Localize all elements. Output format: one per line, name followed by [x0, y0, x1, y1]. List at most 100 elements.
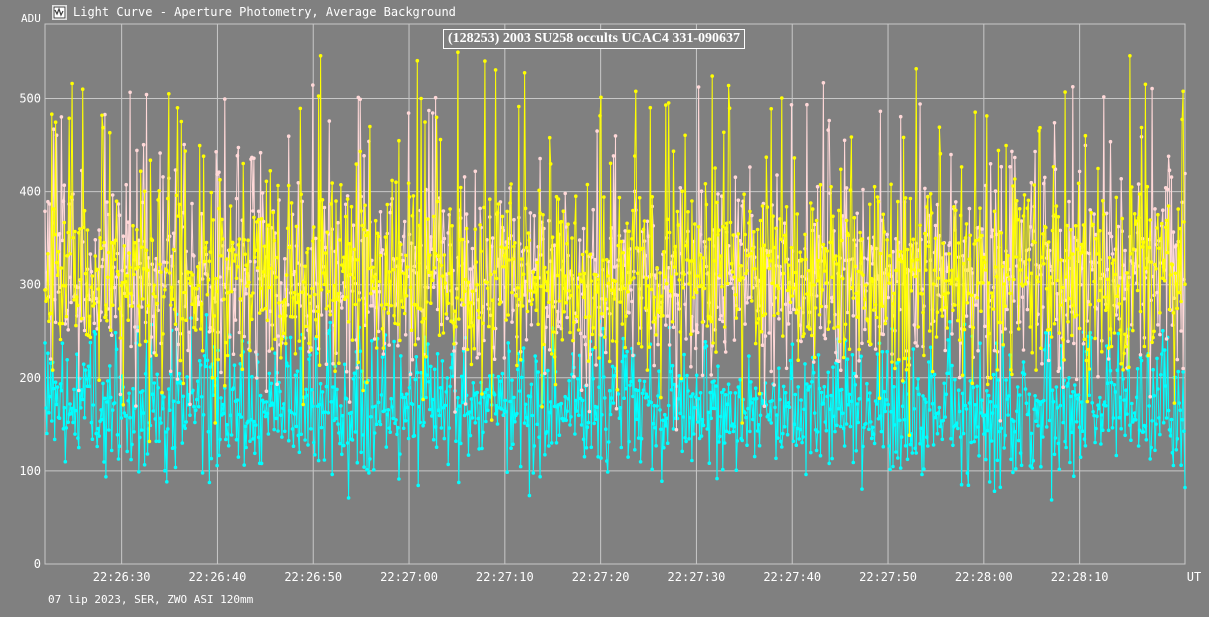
data-point-yellow [834, 254, 838, 258]
data-point-cyan [646, 403, 651, 407]
data-point-yellow [543, 265, 547, 270]
data-point-cyan [888, 467, 892, 472]
data-point-yellow [913, 274, 917, 279]
data-point-cyan [276, 429, 280, 433]
data-point-yellow [67, 116, 71, 121]
data-point-cyan [889, 409, 893, 414]
data-point-pink [583, 342, 588, 347]
data-point-pink [248, 259, 252, 264]
data-point-cyan [1067, 376, 1071, 380]
data-point-yellow [1035, 275, 1039, 279]
data-point-pink [1088, 208, 1092, 212]
data-point-yellow [917, 268, 921, 273]
data-point-cyan [385, 412, 390, 417]
data-point-cyan [102, 460, 106, 464]
data-point-yellow [307, 341, 311, 346]
data-point-pink [1106, 357, 1111, 361]
data-point-cyan [644, 392, 649, 397]
data-point-cyan [700, 417, 705, 422]
data-point-yellow [885, 238, 889, 242]
data-point-yellow [247, 280, 251, 285]
data-point-yellow [649, 287, 654, 292]
data-point-pink [214, 150, 218, 154]
data-point-yellow [351, 276, 356, 280]
data-point-cyan [1182, 429, 1186, 434]
data-point-yellow [926, 195, 930, 199]
data-point-yellow [350, 338, 355, 342]
data-point-cyan [1124, 388, 1128, 393]
data-point-cyan [1099, 442, 1103, 446]
data-point-yellow [1030, 350, 1034, 355]
data-point-yellow [738, 278, 742, 283]
data-point-pink [181, 210, 186, 215]
data-point-yellow [114, 199, 119, 203]
data-point-yellow [1088, 302, 1092, 307]
data-point-pink [599, 333, 603, 337]
data-point-yellow [1077, 326, 1082, 331]
data-point-pink [242, 334, 246, 339]
data-point-yellow [157, 189, 161, 193]
data-point-cyan [603, 396, 607, 400]
data-point-cyan [389, 396, 394, 401]
data-point-pink [139, 305, 144, 309]
data-point-yellow [671, 149, 676, 153]
data-point-cyan [238, 362, 243, 366]
data-point-cyan [141, 411, 146, 415]
data-point-cyan [229, 433, 234, 437]
data-point-yellow [924, 268, 928, 272]
data-point-yellow [790, 294, 795, 298]
data-point-pink [536, 245, 540, 249]
data-point-yellow [1164, 218, 1169, 223]
data-point-yellow [52, 232, 57, 237]
data-point-cyan [1091, 410, 1095, 414]
data-point-yellow [1026, 198, 1031, 203]
data-point-cyan [225, 422, 229, 427]
data-point-cyan [454, 439, 458, 444]
data-point-pink [643, 253, 648, 258]
data-point-pink [376, 329, 381, 334]
x-tick-label: 22:27:20 [572, 570, 630, 584]
data-point-yellow [401, 305, 405, 310]
data-point-yellow [962, 327, 967, 332]
data-point-cyan [516, 367, 520, 372]
data-point-yellow [722, 325, 727, 329]
data-point-cyan [850, 353, 855, 357]
data-point-pink [543, 371, 547, 376]
data-point-cyan [865, 381, 869, 386]
data-point-yellow [198, 327, 203, 331]
data-point-cyan [573, 432, 577, 436]
data-point-cyan [848, 424, 853, 429]
data-point-yellow [110, 303, 115, 308]
data-point-yellow [526, 231, 531, 235]
data-point-yellow [754, 321, 759, 325]
data-point-yellow [681, 285, 685, 290]
data-point-yellow [615, 388, 620, 392]
data-point-cyan [359, 450, 364, 455]
data-point-cyan [393, 421, 397, 426]
data-point-yellow [651, 320, 655, 324]
data-point-pink [744, 248, 748, 252]
data-point-yellow [286, 183, 291, 188]
data-point-yellow [1163, 225, 1168, 230]
data-point-cyan [197, 358, 202, 363]
series-yellow [43, 50, 1187, 444]
data-point-yellow [132, 272, 136, 277]
data-point-yellow [514, 294, 518, 298]
data-point-cyan [446, 462, 451, 467]
data-point-yellow [608, 161, 613, 166]
data-point-cyan [940, 437, 945, 442]
data-point-yellow [1095, 252, 1099, 256]
data-point-cyan [887, 444, 891, 448]
data-point-cyan [575, 409, 579, 413]
data-point-cyan [369, 414, 373, 419]
data-point-cyan [1052, 452, 1057, 457]
data-point-yellow [1132, 212, 1137, 216]
data-point-yellow [899, 259, 904, 264]
data-point-cyan [467, 410, 472, 414]
data-point-pink [69, 300, 73, 305]
data-point-yellow [1171, 311, 1176, 315]
data-point-cyan [852, 371, 857, 376]
data-point-yellow [1139, 125, 1144, 130]
data-point-yellow [968, 233, 973, 238]
data-point-pink [363, 323, 367, 328]
